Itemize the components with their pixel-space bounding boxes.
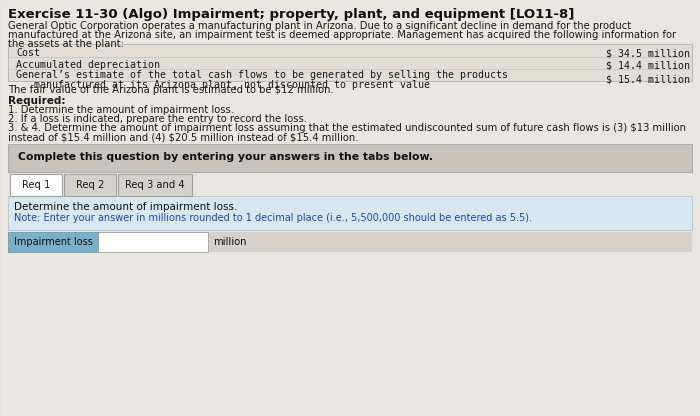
Text: the assets at the plant:: the assets at the plant: xyxy=(8,39,124,49)
Bar xyxy=(8,44,692,81)
Bar xyxy=(8,232,692,252)
Text: The fair value of the Arizona plant is estimated to be $12 million.: The fair value of the Arizona plant is e… xyxy=(8,85,334,95)
Text: million: million xyxy=(213,237,246,247)
Text: 2. If a loss is indicated, prepare the entry to record the loss.: 2. If a loss is indicated, prepare the e… xyxy=(8,114,307,124)
Text: Note: Enter your answer in millions rounded to 1 decimal place (i.e., 5,500,000 : Note: Enter your answer in millions roun… xyxy=(14,213,532,223)
Text: Req 2: Req 2 xyxy=(76,180,104,190)
Text: General’s estimate of the total cash flows to be generated by selling the produc: General’s estimate of the total cash flo… xyxy=(16,70,508,80)
Text: Determine the amount of impairment loss.: Determine the amount of impairment loss. xyxy=(14,202,237,212)
Text: manufactured at its Arizona plant, not discounted to present value: manufactured at its Arizona plant, not d… xyxy=(16,80,430,90)
Bar xyxy=(8,196,692,230)
Text: Impairment loss: Impairment loss xyxy=(13,237,92,247)
Text: Req 1: Req 1 xyxy=(22,180,50,190)
Bar xyxy=(10,174,62,196)
Text: 3. & 4. Determine the amount of impairment loss assuming that the estimated undi: 3. & 4. Determine the amount of impairme… xyxy=(8,123,686,133)
Text: $ 34.5 million: $ 34.5 million xyxy=(606,48,690,58)
Bar xyxy=(98,232,208,252)
Text: Required:: Required: xyxy=(8,96,66,106)
Text: Req 3 and 4: Req 3 and 4 xyxy=(125,180,185,190)
Text: manufactured at the Arizona site, an impairment test is deemed appropriate. Mana: manufactured at the Arizona site, an imp… xyxy=(8,30,676,40)
Text: $ 14.4 million: $ 14.4 million xyxy=(606,60,690,70)
Text: Complete this question by entering your answers in the tabs below.: Complete this question by entering your … xyxy=(18,152,433,162)
Bar xyxy=(8,232,98,252)
Bar xyxy=(8,144,692,172)
Text: 1. Determine the amount of impairment loss.: 1. Determine the amount of impairment lo… xyxy=(8,105,234,115)
Text: Cost: Cost xyxy=(16,48,40,58)
Text: instead of $15.4 million and (4) $20.5 million instead of $15.4 million.: instead of $15.4 million and (4) $20.5 m… xyxy=(8,132,358,142)
Text: General Optic Corporation operates a manufacturing plant in Arizona. Due to a si: General Optic Corporation operates a man… xyxy=(8,21,631,31)
Text: $ 15.4 million: $ 15.4 million xyxy=(606,75,690,85)
Text: Accumulated depreciation: Accumulated depreciation xyxy=(16,60,160,70)
Bar xyxy=(118,174,192,196)
Bar xyxy=(64,174,116,196)
Text: Exercise 11-30 (Algo) Impairment; property, plant, and equipment [LO11-8]: Exercise 11-30 (Algo) Impairment; proper… xyxy=(8,8,575,21)
